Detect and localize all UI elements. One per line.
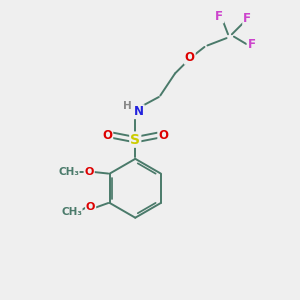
Text: O: O [102, 129, 112, 142]
Text: F: F [215, 10, 223, 22]
Text: O: O [86, 202, 95, 212]
Text: S: S [130, 133, 140, 147]
Text: H: H [123, 101, 131, 111]
Text: F: F [243, 13, 251, 26]
Text: O: O [185, 51, 195, 64]
Text: O: O [85, 167, 94, 177]
Text: O: O [158, 129, 168, 142]
Text: F: F [248, 38, 256, 50]
Text: CH₃: CH₃ [58, 167, 79, 177]
Text: CH₃: CH₃ [61, 207, 82, 217]
Text: N: N [134, 105, 144, 118]
